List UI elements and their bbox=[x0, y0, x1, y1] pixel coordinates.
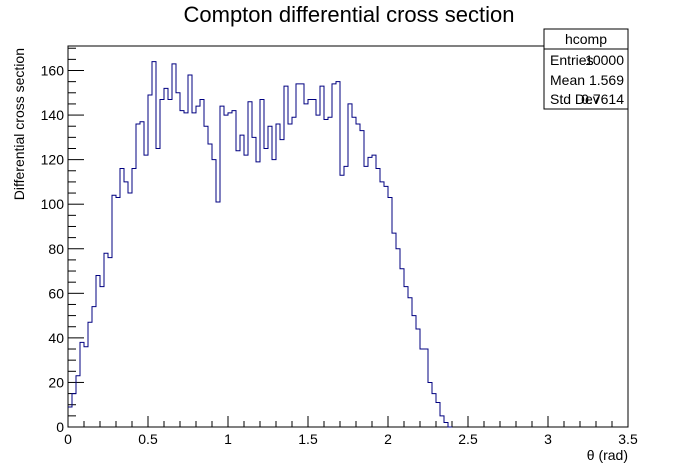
y-tick-label: 20 bbox=[48, 374, 64, 390]
x-tick-label: 1 bbox=[224, 431, 232, 447]
stats-box: hcomp Entries 10000 Mean 1.569 Std Dev 0… bbox=[543, 28, 629, 110]
y-axis-ticks: 0 20 40 60 80 100 120 140 160 bbox=[41, 47, 84, 435]
histogram-line bbox=[68, 61, 452, 428]
stats-box-name: hcomp bbox=[565, 31, 607, 47]
stats-mean-label: Mean bbox=[550, 72, 585, 88]
y-tick-label: 40 bbox=[48, 330, 64, 346]
stats-entries-label: Entries bbox=[550, 52, 594, 68]
y-tick-label: 0 bbox=[56, 419, 64, 435]
y-tick-label: 80 bbox=[48, 241, 64, 257]
x-tick-label: 0 bbox=[64, 431, 72, 447]
x-tick-label: 0.5 bbox=[138, 431, 158, 447]
stats-entries-value: 10000 bbox=[585, 52, 624, 68]
stats-box-frame bbox=[543, 28, 629, 110]
chart-title: Compton differential cross section bbox=[184, 2, 515, 27]
x-tick-label: 2.5 bbox=[458, 431, 478, 447]
x-tick-label: 2 bbox=[384, 431, 392, 447]
stats-stddev-label: Std Dev bbox=[550, 91, 600, 107]
stats-stddev-value: 0.7614 bbox=[581, 91, 624, 107]
x-axis-label: θ (rad) bbox=[587, 447, 628, 463]
y-tick-label: 160 bbox=[41, 63, 65, 79]
y-tick-label: 60 bbox=[48, 285, 64, 301]
x-axis-ticks: 0 0.5 1 1.5 2 2.5 3 3.5 bbox=[64, 416, 638, 447]
y-tick-label: 120 bbox=[41, 152, 65, 168]
y-tick-label: 100 bbox=[41, 196, 65, 212]
x-tick-label: 3 bbox=[544, 431, 552, 447]
x-tick-label: 1.5 bbox=[298, 431, 318, 447]
x-tick-label: 3.5 bbox=[618, 431, 638, 447]
stats-mean-value: 1.569 bbox=[589, 72, 624, 88]
y-tick-label: 140 bbox=[41, 107, 65, 123]
y-axis-label: Differential cross section bbox=[11, 48, 27, 200]
